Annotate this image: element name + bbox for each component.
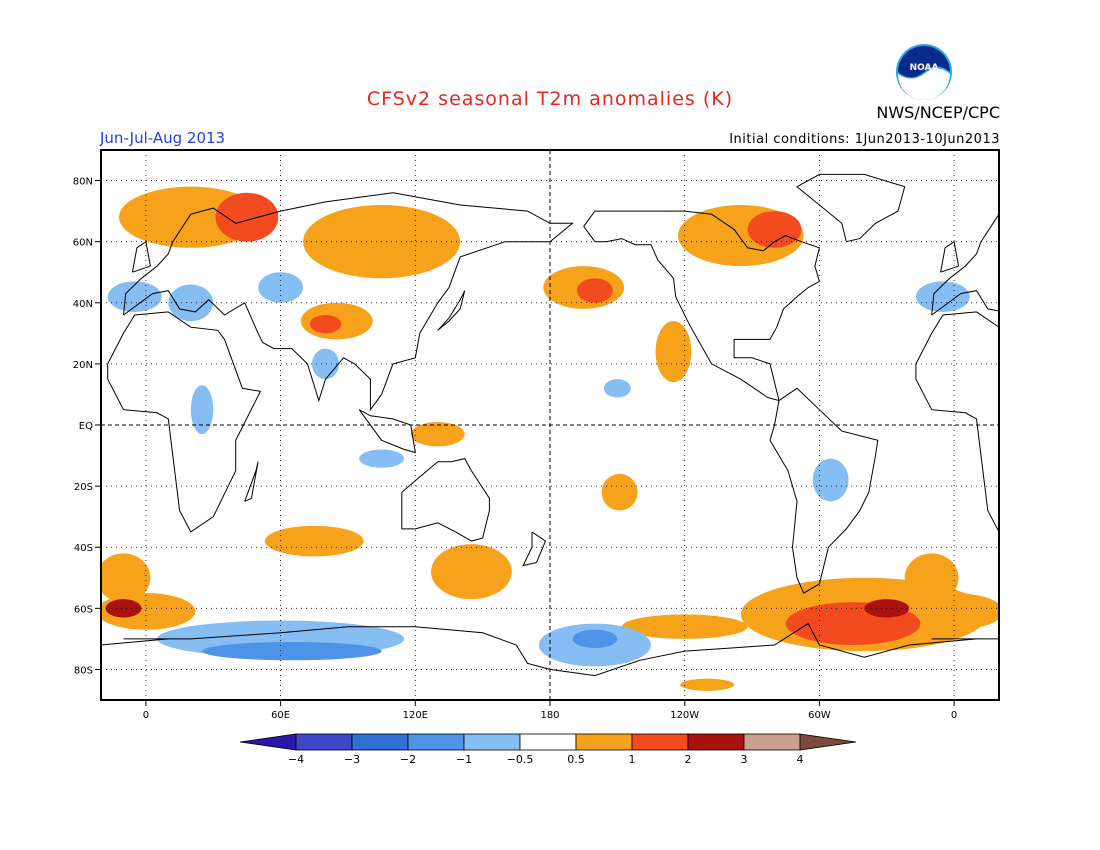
- coastline: [131, 240, 151, 273]
- noaa-logo: NOAA: [896, 44, 952, 100]
- noaa-logo-text: NOAA: [910, 63, 939, 73]
- anomaly-region: [812, 458, 849, 502]
- colorbar-arrow-high: [799, 733, 857, 751]
- colorbar-box: [295, 733, 353, 751]
- colorbar-label: −1: [456, 753, 472, 766]
- colorbar-label: 2: [685, 753, 692, 766]
- agency-label: NWS/NCEP/CPC: [876, 103, 1000, 122]
- lat-tick-label: 40S: [74, 543, 93, 554]
- lon-tick-label: 60W: [808, 710, 831, 721]
- anomaly-region: [680, 678, 735, 691]
- coastline: [107, 311, 262, 533]
- coastline: [1053, 462, 1066, 502]
- coastline: [796, 173, 906, 243]
- lon-tick-label: 0: [951, 710, 957, 721]
- anomaly-region: [572, 629, 618, 649]
- anomaly-region: [190, 385, 214, 435]
- coastline: [769, 387, 879, 594]
- coastline: [437, 290, 466, 331]
- lat-tick-label: 20N: [73, 360, 93, 371]
- anomaly-region: [202, 641, 382, 661]
- colorbar-box: [687, 733, 745, 751]
- coastline: [522, 531, 547, 567]
- lon-tick-label: 60E: [271, 710, 290, 721]
- initial-conditions-label: Initial conditions: 1Jun2013-10Jun2013: [729, 132, 1000, 147]
- colorbar-arrow-low: [239, 733, 297, 751]
- lat-tick-label: 60S: [74, 604, 93, 615]
- lon-tick-label: 120E: [403, 710, 428, 721]
- anomaly-region: [410, 421, 465, 447]
- colorbar-label: 4: [797, 753, 804, 766]
- axis-ticks: 80N 60N 40N 20N EQ 20S 40S 60S 80S 0 60E 120E 180 120…: [73, 177, 958, 721]
- anomaly-region: [258, 272, 304, 303]
- anomaly-region: [215, 192, 279, 242]
- lon-tick-label: 180: [540, 710, 559, 721]
- colorbar-box: [351, 733, 409, 751]
- anomaly-region: [264, 525, 364, 557]
- anomaly-region: [576, 278, 613, 303]
- anomaly-region: [655, 321, 692, 383]
- coastline: [583, 210, 820, 402]
- colorbar: −4 −3 −2 −1 −0.5 0.5 1 2 3 4: [239, 733, 857, 766]
- anomaly-regions: [101, 186, 999, 691]
- colorbar-label: −0.5: [507, 753, 534, 766]
- season-label: Jun-Jul-Aug 2013: [100, 129, 226, 147]
- coastline: [401, 458, 490, 542]
- noaa-logo-sky: [898, 46, 950, 78]
- coastline: [0, 211, 11, 401]
- colorbar-label: 0.5: [567, 753, 585, 766]
- coastline: [123, 192, 574, 412]
- colorbar-box: [631, 733, 689, 751]
- lat-tick-label: 60N: [73, 238, 93, 249]
- anomaly-region: [105, 599, 142, 618]
- lat-tick-label: 80N: [73, 177, 93, 188]
- anomaly-region: [431, 544, 512, 600]
- colorbar-box: [463, 733, 521, 751]
- coastline: [0, 388, 70, 593]
- anomaly-region: [359, 449, 405, 468]
- map-grid: [101, 150, 999, 700]
- colorbar-label: −3: [344, 753, 360, 766]
- anomaly-region: [747, 211, 802, 248]
- colorbar-label: −4: [288, 753, 304, 766]
- anomaly-region: [107, 281, 162, 312]
- colorbar-box: [519, 733, 577, 751]
- coastline: [358, 409, 416, 454]
- anomaly-region: [915, 281, 970, 312]
- colorbar-box: [575, 733, 633, 751]
- colorbar-label: 1: [629, 753, 636, 766]
- anomaly-region: [168, 284, 214, 322]
- coastline: [940, 240, 960, 273]
- noaa-logo-wave: [898, 68, 950, 100]
- lat-tick-label: EQ: [79, 421, 93, 432]
- lon-tick-label: 0: [143, 710, 149, 721]
- colorbar-label: −2: [400, 753, 416, 766]
- anomaly-region: [309, 315, 342, 334]
- lat-tick-label: 20S: [74, 482, 93, 493]
- map-title: CFSv2 seasonal T2m anomalies (K): [366, 88, 734, 110]
- colorbar-box: [743, 733, 801, 751]
- anomaly-region: [601, 473, 638, 511]
- colorbar-box: [407, 733, 465, 751]
- lat-tick-label: 80S: [74, 665, 93, 676]
- anomaly-region: [603, 379, 631, 398]
- lat-tick-label: 40N: [73, 299, 93, 310]
- anomaly-region: [621, 614, 748, 639]
- lon-tick-label: 120W: [670, 710, 699, 721]
- colorbar-label: 3: [741, 753, 748, 766]
- anomaly-region: [101, 553, 151, 603]
- coastline: [915, 311, 999, 533]
- coastline: [244, 461, 259, 502]
